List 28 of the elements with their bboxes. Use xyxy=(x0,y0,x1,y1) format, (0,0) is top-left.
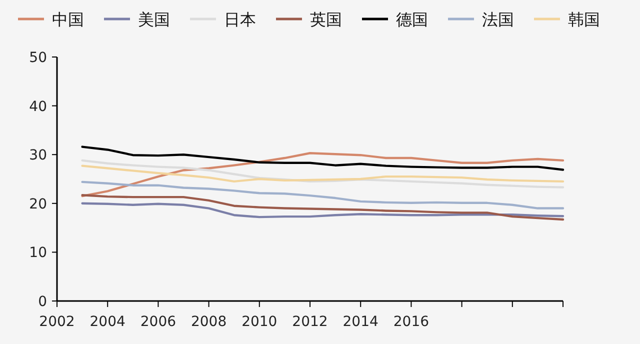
line-series xyxy=(81,164,564,183)
legend-label: 日本 xyxy=(224,10,256,29)
legend-label: 韩国 xyxy=(568,10,600,29)
legend-label: 中国 xyxy=(52,10,84,29)
x-tick-label: 2008 xyxy=(190,314,227,330)
y-tick-label: 30 xyxy=(29,148,47,164)
x-tick-label: 2012 xyxy=(292,314,328,330)
legend-label: 英国 xyxy=(310,10,342,29)
legend-label: 美国 xyxy=(138,10,170,29)
y-tick-label: 10 xyxy=(29,245,47,262)
x-tick-label: 2016 xyxy=(393,314,430,330)
y-tick-label: 0 xyxy=(38,294,47,310)
line-series xyxy=(81,180,564,210)
line-series xyxy=(81,146,564,171)
legend-label: 法国 xyxy=(482,10,514,29)
y-tick-label: 50 xyxy=(29,50,47,66)
x-tick-label: 2004 xyxy=(90,314,126,330)
y-tick-label: 40 xyxy=(29,98,47,115)
x-tick-label: 2002 xyxy=(39,314,75,330)
y-tick-label: 20 xyxy=(29,196,47,212)
x-tick-label: 2006 xyxy=(140,314,176,330)
x-tick-label: 2014 xyxy=(342,314,378,330)
x-tick-label: 2010 xyxy=(242,314,278,330)
legend-label: 德国 xyxy=(396,10,428,29)
line-series xyxy=(81,194,564,221)
line-series xyxy=(81,202,564,218)
line-series xyxy=(81,152,564,198)
line-series xyxy=(81,159,564,188)
